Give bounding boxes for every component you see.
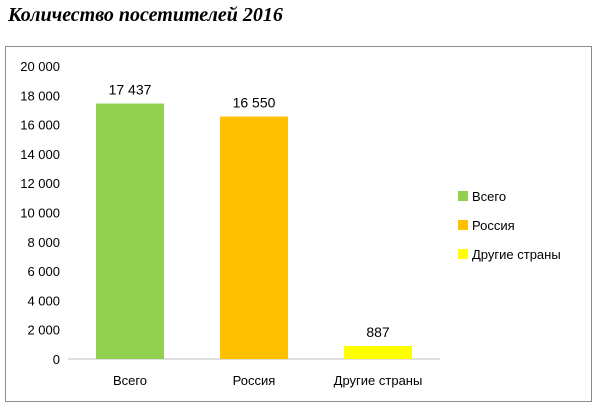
x-tick-label: Всего <box>113 373 147 388</box>
y-tick-label: 14 000 <box>20 147 60 162</box>
y-tick-label: 0 <box>53 352 60 367</box>
data-label: 17 437 <box>109 82 152 98</box>
y-tick-label: 16 000 <box>20 118 60 133</box>
legend-swatch <box>458 191 468 201</box>
x-tick-label: Другие страны <box>334 373 423 388</box>
legend-label: Другие страны <box>472 247 561 262</box>
y-tick-label: 18 000 <box>20 88 60 103</box>
legend-label: Россия <box>472 218 515 233</box>
x-tick-label: Россия <box>233 373 276 388</box>
y-tick-label: 6 000 <box>27 264 60 279</box>
legend-label: Всего <box>472 189 506 204</box>
data-label: 16 550 <box>233 95 276 111</box>
y-tick-label: 10 000 <box>20 206 60 221</box>
y-tick-label: 4 000 <box>27 293 60 308</box>
y-tick-label: 2 000 <box>27 323 60 338</box>
y-tick-label: 12 000 <box>20 176 60 191</box>
legend-swatch <box>458 220 468 230</box>
page-title: Количество посетителей 2016 <box>8 4 283 26</box>
y-tick-label: 8 000 <box>27 235 60 250</box>
bar <box>344 346 412 359</box>
bar <box>96 103 164 360</box>
data-label: 887 <box>366 324 390 340</box>
y-tick-label: 20 000 <box>20 59 60 74</box>
legend-swatch <box>458 249 468 259</box>
bar <box>220 116 288 359</box>
